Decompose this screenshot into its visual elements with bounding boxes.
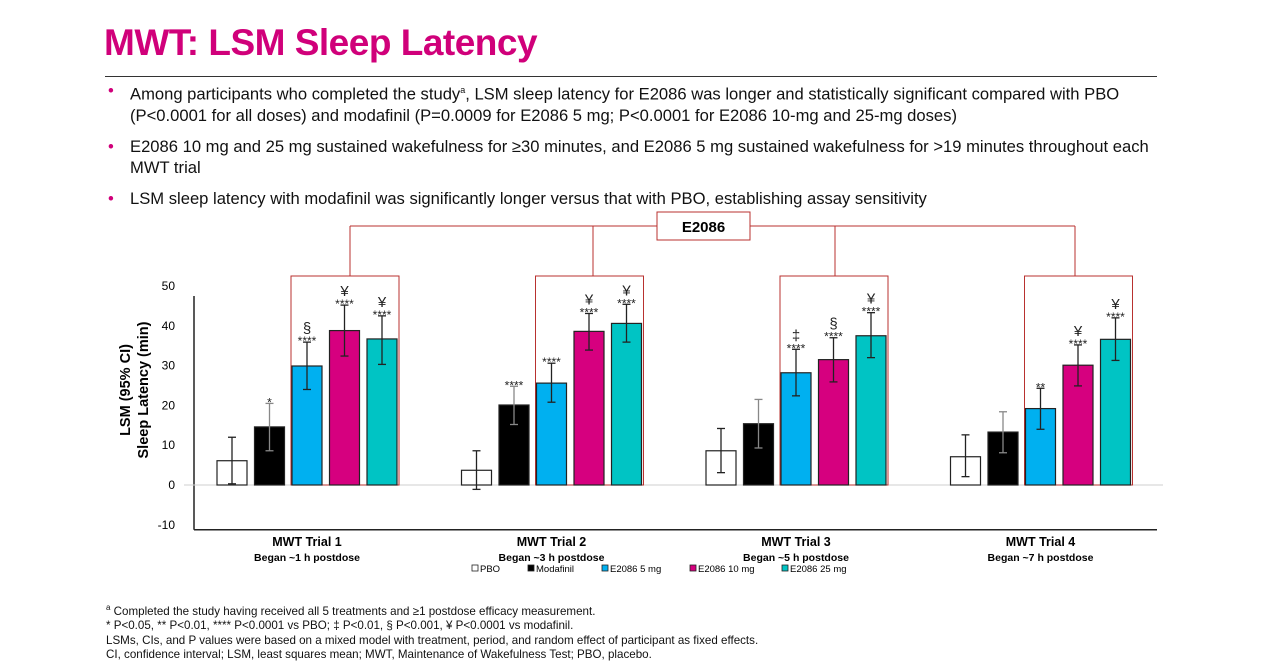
- significance-vs-pbo: ****: [862, 305, 881, 319]
- legend-label: E2086 10 mg: [698, 564, 755, 575]
- significance-vs-pbo: ****: [580, 305, 599, 319]
- significance-vs-pbo: ****: [542, 355, 561, 369]
- significance-vs-pbo: *: [267, 395, 272, 409]
- y-axis-label: LSM (95% CI) Sleep Latency (min): [118, 321, 152, 458]
- significance-vs-modafinil: §: [303, 320, 311, 337]
- bar-e2086-25-mg: [1099, 338, 1132, 486]
- category-label: MWT Trial 4: [1006, 535, 1076, 549]
- significance-vs-modafinil: ¥: [377, 294, 387, 311]
- significance-vs-modafinil: §: [829, 316, 837, 333]
- bullet-item: E2086 10 mg and 25 mg sustained wakefuln…: [108, 136, 1168, 178]
- footnote: a Completed the study having received al…: [106, 601, 758, 619]
- legend-label: PBO: [480, 564, 500, 575]
- significance-vs-modafinil: ¥: [584, 291, 594, 308]
- footnote-marker: a: [106, 603, 111, 612]
- legend-swatch: [689, 564, 697, 572]
- legend-label: E2086 25 mg: [790, 564, 847, 575]
- significance-vs-modafinil: ¥: [339, 283, 349, 300]
- footnote: CI, confidence interval; LSM, least squa…: [106, 648, 758, 663]
- significance-vs-pbo: ****: [824, 330, 843, 344]
- footnote-text: * P<0.05, ** P<0.01, **** P<0.0001 vs PB…: [106, 619, 574, 633]
- significance-vs-pbo: ****: [373, 308, 392, 322]
- footnote-text: LSMs, CIs, and P values were based on a …: [106, 633, 759, 647]
- significance-vs-pbo: ****: [787, 341, 806, 355]
- significance-vs-modafinil: ¥: [621, 282, 631, 299]
- significance-vs-modafinil: ¥: [866, 291, 876, 308]
- bullet-text: , LSM sleep latency for E2086 was longer…: [130, 84, 1120, 125]
- significance-vs-modafinil: ¥: [1110, 296, 1120, 313]
- category-label: MWT Trial 2: [517, 535, 587, 549]
- category-sublabel: Began ~5 h postdose: [743, 552, 849, 564]
- significance-vs-pbo: ****: [505, 378, 524, 392]
- category-sublabel: Began ~1 h postdose: [254, 552, 360, 564]
- footnote-text: Completed the study having received all …: [110, 604, 596, 618]
- category-sublabel: Began ~3 h postdose: [499, 552, 605, 564]
- y-axis-label-line: Sleep Latency (min): [136, 321, 152, 458]
- significance-vs-pbo: **: [1036, 380, 1046, 394]
- bullet-item: LSM sleep latency with modafinil was sig…: [108, 188, 1168, 209]
- y-tick-label: 0: [168, 478, 175, 492]
- footnote-marker: a: [460, 85, 466, 95]
- category-label: MWT Trial 3: [761, 535, 831, 549]
- y-tick-label: 40: [162, 319, 176, 333]
- bracket-label-box: [656, 211, 751, 241]
- legend-label: E2086 5 mg: [610, 564, 661, 575]
- y-tick-label: -10: [158, 518, 176, 532]
- significance-vs-pbo: ****: [1069, 337, 1088, 351]
- title-divider: [105, 76, 1157, 77]
- footnote: LSMs, CIs, and P values were based on a …: [106, 634, 758, 649]
- significance-vs-pbo: ****: [617, 296, 636, 310]
- significance-vs-pbo: ****: [1106, 310, 1125, 324]
- legend-label: Modafinil: [536, 564, 574, 575]
- bullet-list: Among participants who completed the stu…: [108, 80, 1168, 219]
- y-axis-label-line: LSM (95% CI): [118, 344, 134, 436]
- legend-swatch: [527, 564, 535, 572]
- footnote-text: CI, confidence interval; LSM, least squa…: [106, 648, 652, 662]
- page-title: MWT: LSM Sleep Latency: [104, 22, 538, 63]
- bullet-text: Among participants who completed the stu…: [130, 84, 461, 104]
- legend-swatch: [781, 564, 789, 572]
- legend-swatch: [601, 564, 609, 572]
- y-tick-label: 50: [162, 279, 176, 293]
- bullet-text: E2086 10 mg and 25 mg sustained wakefuln…: [130, 136, 1149, 177]
- bracket-label: E2086: [682, 219, 725, 236]
- category-sublabel: Began ~7 h postdose: [988, 552, 1094, 564]
- significance-vs-pbo: ****: [298, 334, 317, 348]
- significance-vs-modafinil: ‡: [792, 327, 800, 344]
- bar-e2086-10-mg: [573, 330, 605, 486]
- bullet-item: Among participants who completed the stu…: [108, 80, 1168, 126]
- legend-swatch: [471, 564, 479, 572]
- footnote: * P<0.05, ** P<0.01, **** P<0.0001 vs PB…: [106, 619, 758, 634]
- category-label: MWT Trial 1: [272, 535, 342, 549]
- footnotes: a Completed the study having received al…: [106, 601, 758, 663]
- significance-vs-modafinil: ¥: [1073, 323, 1083, 340]
- significance-vs-pbo: ****: [335, 297, 354, 311]
- bullet-text: LSM sleep latency with modafinil was sig…: [130, 188, 927, 208]
- y-tick-label: 30: [162, 359, 176, 373]
- y-tick-label: 10: [162, 438, 176, 452]
- bar-e2086-25-mg: [610, 322, 643, 486]
- y-tick-label: 20: [162, 398, 176, 412]
